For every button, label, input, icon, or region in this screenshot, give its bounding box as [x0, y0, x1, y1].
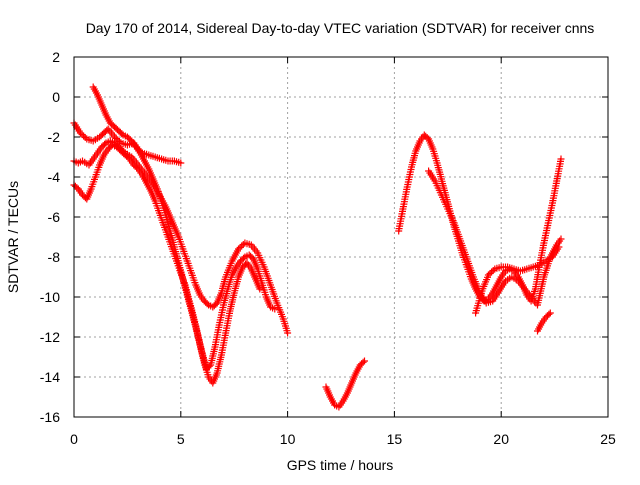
plot-frame	[73, 56, 609, 418]
data-point	[557, 155, 565, 163]
data-point	[488, 268, 496, 276]
y-tick-label: -12	[40, 329, 60, 345]
data-point	[284, 329, 292, 337]
series-arc-1	[70, 119, 185, 167]
data-point	[118, 130, 126, 138]
data-point	[203, 300, 211, 308]
series-arc-6	[395, 131, 565, 305]
data-point	[177, 159, 185, 167]
y-tick-label: -4	[48, 169, 61, 185]
data-point	[271, 305, 279, 313]
data-point	[103, 126, 111, 134]
data-point	[78, 131, 86, 138]
data-point	[555, 243, 563, 251]
data-point	[239, 241, 247, 248]
data-points	[70, 83, 565, 411]
data-point	[486, 270, 494, 277]
y-tick-label: 2	[52, 49, 60, 65]
x-axis-label: GPS time / hours	[287, 457, 394, 473]
y-tick-label: 0	[52, 89, 60, 105]
y-tick-label: -6	[48, 209, 61, 225]
series-arc-3	[70, 141, 279, 373]
series-arc-4	[89, 83, 264, 387]
x-tick-label: 20	[493, 431, 509, 447]
data-point	[81, 134, 89, 141]
data-point	[546, 309, 554, 317]
data-point	[256, 285, 264, 293]
x-tick-label: 25	[600, 431, 616, 447]
y-tick-label: -14	[40, 369, 60, 385]
x-tick-label: 15	[387, 431, 403, 447]
x-tick-label: 5	[177, 431, 185, 447]
y-axis-label: SDTVAR / TECUs	[5, 181, 21, 293]
series-arc-5	[322, 357, 368, 411]
x-tick-label: 0	[70, 431, 78, 447]
data-point	[359, 358, 367, 366]
data-point	[484, 271, 492, 279]
data-point	[557, 235, 565, 243]
data-point	[80, 132, 88, 140]
axis-ticks: 0 5 10 15 20 25 -16 -14 -12 -10 -8 -6 -4 -2 0 2	[40, 49, 616, 447]
series-arc-8	[472, 243, 563, 317]
y-tick-label: -10	[40, 289, 60, 305]
data-point	[489, 267, 497, 274]
chart-title: Day 170 of 2014, Sidereal Day-to-day VTE…	[86, 20, 595, 36]
series-arc-9	[534, 309, 554, 335]
y-tick-label: -8	[48, 249, 61, 265]
grid	[74, 57, 608, 417]
y-tick-label: -16	[40, 409, 60, 425]
data-point	[111, 133, 119, 141]
data-point	[236, 244, 244, 251]
data-point	[238, 242, 246, 250]
data-point	[235, 245, 242, 253]
data-point	[361, 357, 368, 365]
data-point	[101, 140, 109, 148]
data-point	[76, 129, 84, 137]
x-tick-label: 10	[280, 431, 296, 447]
data-point	[545, 310, 553, 318]
y-tick-label: -2	[48, 129, 61, 145]
